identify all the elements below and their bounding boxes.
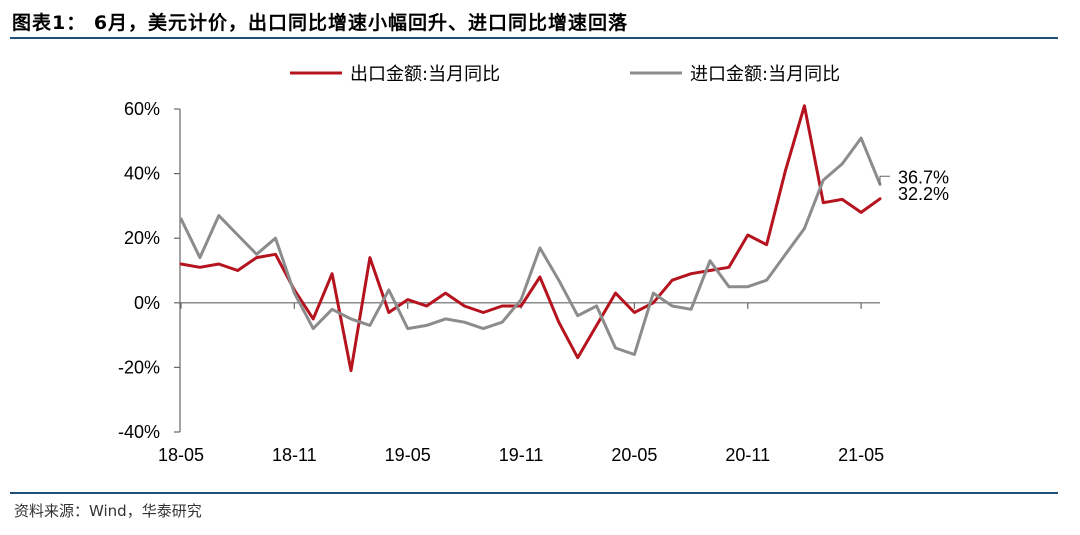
y-tick-label: 20% [124,228,160,248]
x-tick-label: 20-11 [725,445,770,465]
x-tick-label: 20-05 [611,445,657,465]
import-yoy-line [179,136,882,356]
source-note: 资料来源：Wind，华泰研究 [14,502,202,520]
x-tick-label: 19-05 [385,445,431,465]
y-tick-label: 40% [124,164,160,184]
x-tick-label: 21-05 [838,445,884,465]
series-lines [179,104,882,373]
y-tick-label: -20% [118,357,160,377]
chart-title: 图表1： 6月，美元计价，出口同比增速小幅回升、进口同比增速回落 [12,12,629,34]
end-labels: 36.7%32.2% [879,167,949,204]
bottom-rule [10,492,1058,494]
axes: -40% -20% 0% 20% 40% 60% 18-05 18-11 19-05 19-11 2… [118,99,884,465]
legend-label: 出口金额:当月同比 [350,64,500,85]
legend-label: 进口金额:当月同比 [690,64,840,85]
import-end-label: 36.7% [898,167,949,187]
export-end-label: 32.2% [898,184,949,204]
legend: 出口金额:当月同比 进口金额:当月同比 [290,64,840,85]
line-chart: 出口金额:当月同比 进口金额:当月同比 -40% -20% 0% 20% 40% 60% 18… [118,64,949,465]
y-tick-label: -40% [118,422,160,442]
x-tick-label: 18-05 [158,445,204,465]
x-tick-label: 18-11 [272,445,317,465]
end-label-leader [879,175,890,185]
x-tick-label: 19-11 [499,445,544,465]
y-tick-label: 0% [134,293,160,313]
top-rule [10,37,1058,39]
y-tick-label: 60% [124,99,160,119]
export-yoy-line [179,104,882,373]
